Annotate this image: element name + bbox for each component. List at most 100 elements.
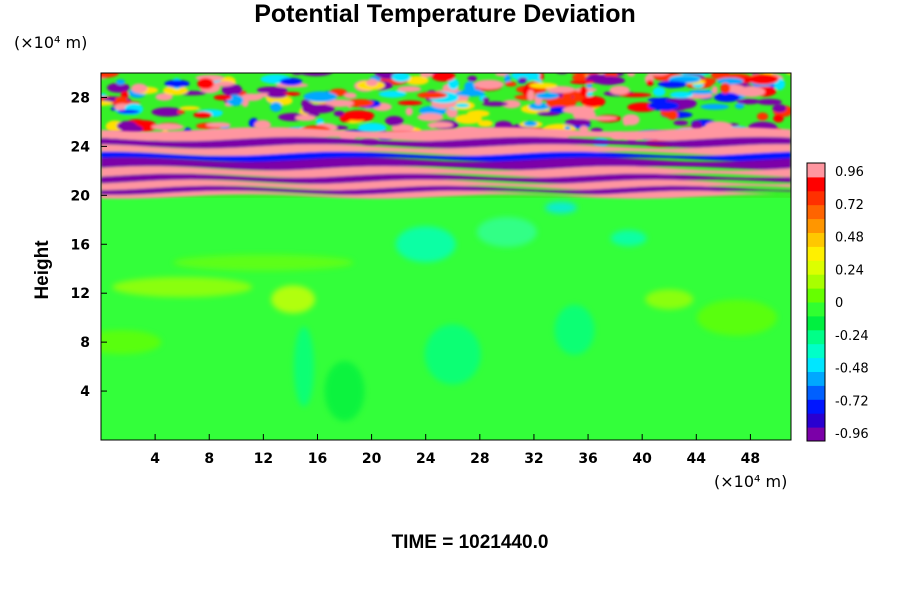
eddy-blob	[101, 100, 113, 106]
colorbar-segment	[807, 218, 825, 233]
colorbar-segment	[807, 427, 825, 442]
eddy-blob	[545, 85, 576, 94]
colorbar: 0.96 0.72 0.48 0.24 0 -0.24 -0.48 -0.72 -0.96	[806, 162, 869, 442]
colorbar-segment	[807, 399, 825, 414]
colorbar-segment	[807, 329, 825, 345]
stratified-bands	[101, 127, 791, 199]
x-axis-unit: (×10⁴ m)	[714, 472, 788, 491]
colorbar-tick-label: -0.96	[835, 427, 869, 442]
eddy-blob	[756, 98, 782, 105]
eddy-blob	[197, 78, 214, 90]
eddy-blob	[529, 82, 558, 89]
eddy-blob	[466, 109, 490, 118]
eddy-blob	[523, 120, 538, 127]
y-tick-label: 12	[71, 286, 90, 302]
eddy-blob	[713, 92, 740, 102]
eddy-blob	[270, 101, 283, 112]
eddy-blob	[162, 85, 189, 96]
eddy-blob	[773, 114, 784, 123]
eddy-blob	[151, 123, 184, 131]
field-patch	[554, 304, 595, 355]
x-tick-label: 4	[150, 451, 160, 467]
field-patch	[424, 324, 481, 385]
eddy-blob	[772, 104, 787, 113]
band	[101, 185, 791, 196]
eddy-blob	[586, 83, 593, 89]
eddy-blob	[391, 73, 411, 82]
eddy-blob	[106, 82, 130, 93]
eddy-blob	[482, 97, 490, 103]
y-axis-unit: (×10⁴ m)	[14, 33, 88, 52]
eddy-blob	[303, 91, 338, 103]
eddy-blob	[461, 88, 482, 95]
y-tick-label: 28	[71, 90, 90, 106]
eddy-blob	[116, 121, 137, 131]
colorbar-segment	[807, 288, 825, 303]
colorbar-tick-label: -0.72	[835, 394, 869, 409]
eddy-blob	[116, 109, 140, 114]
eddy-blob	[669, 91, 693, 99]
eddy-blob	[572, 74, 587, 81]
eddy-blob	[738, 86, 766, 97]
eddy-blob	[115, 79, 126, 86]
eddy-blob	[357, 122, 387, 133]
field-patch	[395, 226, 456, 263]
eddy-blob	[720, 82, 731, 94]
y-tick-label: 8	[80, 335, 90, 351]
field-patch	[645, 289, 694, 310]
eddy-blob	[120, 90, 129, 99]
colorbar-tick-label: 0.72	[835, 198, 864, 213]
eddy-blob	[193, 111, 212, 119]
x-tick-label: 40	[632, 451, 652, 467]
eddy-blob	[734, 103, 745, 109]
eddy-blob	[345, 99, 374, 108]
x-tick-label: 44	[687, 451, 707, 467]
eddy-blob	[114, 96, 128, 103]
eddy-blob	[179, 106, 200, 111]
field-patch	[476, 217, 537, 248]
eddy-blob	[391, 124, 415, 133]
x-tick-label: 12	[254, 451, 273, 467]
chart-title: Potential Temperature Deviation	[254, 0, 636, 28]
colorbar-tick-label: -0.48	[835, 362, 869, 377]
eddy-blob	[657, 80, 687, 88]
band	[101, 151, 791, 163]
eddy-blob	[565, 118, 591, 126]
eddy-blob	[646, 79, 654, 86]
colorbar-segment	[807, 371, 825, 386]
eddy-blob	[477, 120, 493, 127]
x-axis: 4 8 12 16 20 24 28 32 36 40 44 48	[150, 434, 760, 467]
eddy-blob	[562, 105, 595, 115]
eddy-blob	[397, 85, 422, 93]
colorbar-segment	[807, 176, 825, 192]
eddy-blob	[295, 114, 316, 122]
band	[101, 179, 791, 191]
eddy-blob	[151, 107, 184, 117]
colorbar-segment	[807, 190, 825, 206]
eddy-blob	[622, 114, 640, 126]
eddy-blob	[279, 77, 303, 86]
colorbar-tick-label: 0.96	[835, 165, 864, 180]
eddy-blob	[527, 89, 535, 102]
eddy-blob	[518, 77, 528, 82]
eddy-blob	[305, 104, 335, 114]
eddy-blob	[700, 103, 730, 110]
eddy-blob	[627, 73, 636, 77]
eddy-blob	[378, 90, 407, 98]
colorbar-segment	[807, 315, 825, 331]
field-patch	[101, 330, 162, 355]
eddy-blob	[579, 86, 588, 97]
eddy-blob	[405, 75, 429, 85]
eddy-blob	[385, 116, 404, 126]
eddy-blob	[736, 98, 761, 105]
eddy-blob	[609, 85, 630, 95]
y-axis: 4 8 12 16 20 24 28	[71, 90, 107, 400]
eddy-blob	[666, 110, 679, 120]
eddy-blob	[240, 93, 263, 102]
eddy-blob	[711, 85, 718, 95]
eddy-blob	[365, 79, 378, 87]
y-tick-label: 16	[71, 237, 90, 253]
eddy-blob	[473, 79, 504, 90]
x-tick-label: 32	[524, 451, 543, 467]
eddy-blob	[756, 112, 769, 121]
